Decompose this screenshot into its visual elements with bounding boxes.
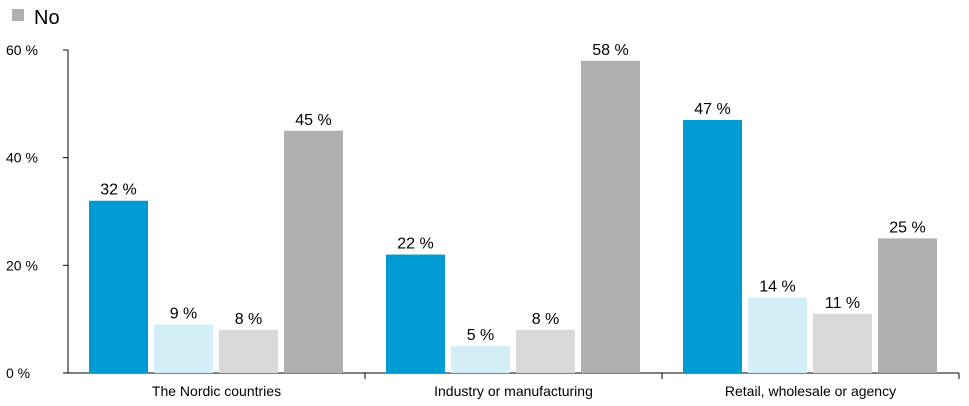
bar-value-label: 14 % — [759, 279, 795, 296]
y-tick-label: 40 % — [6, 150, 38, 166]
bar — [878, 238, 937, 373]
x-category-label: Retail, wholesale or agency — [725, 383, 896, 399]
data-labels: 32 % 22 % 47 % 9 % 5 % 14 % 8 % 8 % 11 % 45 % 58 %… — [100, 42, 925, 344]
y-tick-label: 0 % — [6, 365, 30, 381]
bar — [284, 130, 343, 373]
y-tick-label: 60 % — [6, 42, 38, 58]
bar-value-label: 9 % — [170, 306, 198, 323]
x-category-label: The Nordic countries — [152, 383, 281, 399]
bars — [89, 60, 937, 374]
bar-value-label: 22 % — [397, 236, 433, 253]
bar-value-label: 11 % — [825, 295, 860, 312]
bar — [748, 297, 807, 373]
legend-swatch-no — [12, 9, 24, 21]
legend: No — [12, 7, 60, 29]
bar — [386, 254, 445, 373]
axes: 0 % 20 % 40 % 60 % The Nordic countries Indus… — [6, 42, 960, 399]
bar-value-label: 5 % — [467, 327, 495, 344]
bar — [813, 313, 872, 373]
bar — [581, 60, 640, 374]
bar-value-label: 25 % — [889, 219, 925, 236]
bar — [683, 119, 742, 373]
bar-value-label: 8 % — [235, 311, 263, 328]
bar-value-label: 45 % — [295, 112, 331, 129]
bar-value-label: 32 % — [100, 182, 136, 199]
y-tick-label: 20 % — [6, 257, 38, 273]
bar-value-label: 58 % — [592, 42, 628, 59]
bar — [154, 324, 213, 373]
bar — [516, 329, 575, 373]
bar-value-label: 8 % — [532, 311, 560, 328]
x-category-label: Industry or manufacturing — [434, 383, 593, 399]
legend-label-no: No — [34, 7, 60, 29]
bar — [451, 346, 510, 373]
bar — [219, 329, 278, 373]
bar — [89, 200, 148, 373]
bar-value-label: 47 % — [694, 101, 730, 118]
